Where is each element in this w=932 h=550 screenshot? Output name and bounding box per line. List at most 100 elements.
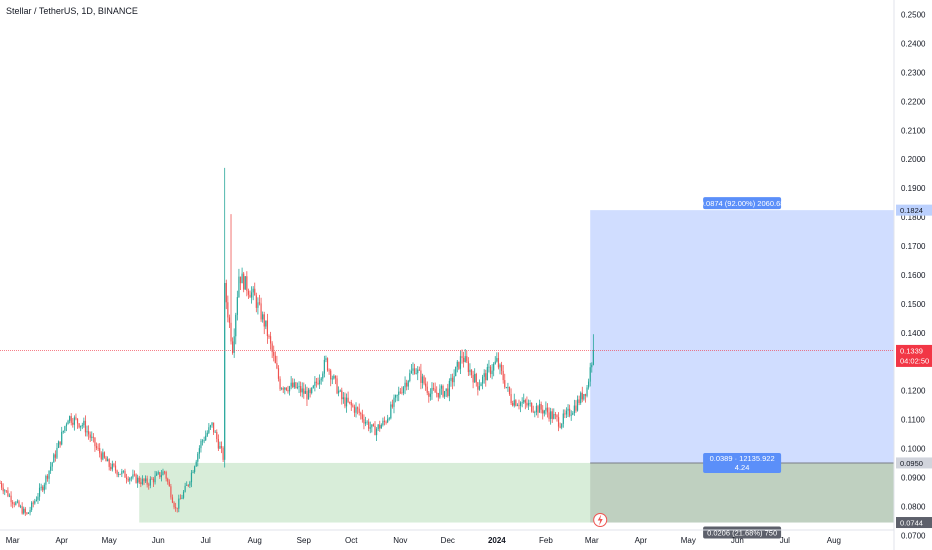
time-axis[interactable]: Mar Apr May Jun Jul Aug Sep Oct Nov Dec 2024 Feb Mar… xyxy=(0,529,894,545)
candle xyxy=(21,502,23,515)
candle-body xyxy=(364,422,367,424)
price-tick-label: 0.2400 xyxy=(901,40,926,49)
candle-body xyxy=(581,392,583,400)
candle xyxy=(425,377,427,391)
candle-body xyxy=(589,367,591,382)
candle xyxy=(545,401,547,415)
candle xyxy=(246,271,248,297)
candle xyxy=(361,409,363,423)
price-tick-label: 0.2200 xyxy=(901,97,926,106)
candle xyxy=(491,364,493,380)
candle xyxy=(206,430,208,438)
candle-body xyxy=(489,366,492,375)
price-tick-label: 0.1000 xyxy=(901,444,926,453)
candle xyxy=(420,363,422,390)
candle-body xyxy=(513,400,515,406)
candle-body xyxy=(330,370,332,380)
candle-body xyxy=(387,418,389,423)
candle-body xyxy=(269,336,272,344)
candle xyxy=(350,399,352,411)
candle-body xyxy=(175,507,177,509)
candle-body xyxy=(86,431,88,433)
candle-body xyxy=(129,478,131,481)
candle-body xyxy=(110,466,112,470)
candle xyxy=(580,391,582,405)
candle xyxy=(187,484,189,488)
candle xyxy=(84,415,87,437)
candle xyxy=(508,386,511,396)
candle-body xyxy=(526,402,528,406)
candle xyxy=(80,425,82,432)
candle xyxy=(463,351,465,368)
candle-body xyxy=(274,355,276,364)
candle xyxy=(208,423,210,435)
candle xyxy=(48,470,50,484)
candle xyxy=(91,431,93,442)
candle-body xyxy=(588,381,590,388)
candle-body xyxy=(448,380,450,397)
candle xyxy=(239,276,242,290)
candle xyxy=(268,334,270,339)
candle xyxy=(306,386,308,407)
candle-body xyxy=(456,361,458,367)
candle xyxy=(559,422,561,429)
candle xyxy=(402,385,405,396)
candle xyxy=(532,405,534,414)
candle xyxy=(432,382,435,391)
candle xyxy=(70,413,72,426)
candle xyxy=(241,267,243,284)
candle xyxy=(505,386,507,389)
candle xyxy=(377,424,379,431)
price-axis[interactable]: 0.0700 0.0800 0.0900 0.1000 0.1100 0.1200 0.13… xyxy=(893,0,932,550)
candle-body xyxy=(434,389,436,393)
price-tick-label: 0.2100 xyxy=(901,126,926,135)
candle xyxy=(228,314,231,328)
candle xyxy=(236,290,238,321)
candle-body xyxy=(190,472,193,483)
candle xyxy=(216,429,218,443)
candle xyxy=(42,485,44,493)
candle-body xyxy=(81,425,83,426)
candle-body xyxy=(34,500,36,504)
candle-body xyxy=(572,413,574,415)
candle xyxy=(255,292,257,313)
candle-body xyxy=(464,356,466,362)
candle-body xyxy=(326,358,329,371)
candle xyxy=(431,382,433,400)
candle xyxy=(521,397,523,408)
candle-body xyxy=(51,462,53,467)
candle-body xyxy=(325,358,327,360)
candle xyxy=(409,369,411,383)
candle xyxy=(249,290,251,298)
candle xyxy=(222,446,224,462)
candle xyxy=(388,416,390,421)
candle-body xyxy=(385,421,387,423)
candle-body xyxy=(184,485,186,492)
candle xyxy=(190,469,193,488)
candle xyxy=(288,385,291,396)
candle xyxy=(576,395,579,412)
candle xyxy=(363,414,365,430)
candle-body xyxy=(429,393,431,397)
risk-reward-label-line1: 0.0389 · 12135.922 xyxy=(710,454,775,463)
candle-body xyxy=(439,388,441,398)
candle-body xyxy=(197,453,199,462)
candle-body xyxy=(431,387,433,394)
candle-body xyxy=(317,382,319,385)
price-tick-label: 0.2500 xyxy=(901,11,926,20)
candle-body xyxy=(244,276,246,290)
candle-body xyxy=(54,454,56,458)
candle-body xyxy=(480,383,482,387)
candle-body xyxy=(466,356,468,362)
candle-body xyxy=(106,459,109,462)
candle-body xyxy=(524,400,526,403)
candle xyxy=(510,388,512,405)
candle xyxy=(114,460,117,474)
candle-body xyxy=(426,386,428,393)
candle xyxy=(417,366,419,381)
stop-label-text: 0.0206 (21.68%) 750 xyxy=(707,529,777,538)
candle-body xyxy=(141,478,144,484)
candle-body xyxy=(375,428,378,436)
candle xyxy=(116,469,118,478)
